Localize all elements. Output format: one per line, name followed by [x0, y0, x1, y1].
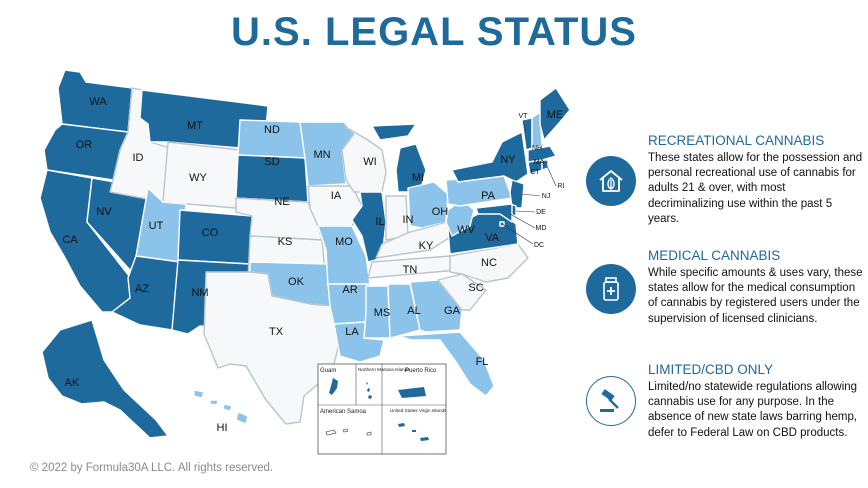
state-label-co: CO — [202, 227, 219, 239]
state-label-ok: OK — [288, 276, 305, 288]
state-label-ar: AR — [342, 284, 357, 296]
state-label-nd: ND — [264, 124, 280, 136]
state-label-vt: VT — [519, 113, 529, 120]
state-md — [475, 203, 513, 223]
state-tx — [203, 271, 341, 425]
state-me — [539, 87, 571, 141]
state-label-ca: CA — [62, 234, 78, 246]
state-label-id: ID — [133, 152, 144, 164]
puerto-rico-shape — [398, 387, 426, 398]
state-label-wa: WA — [89, 96, 107, 108]
virgin-islands-label: United States Virgin Islands — [390, 408, 447, 413]
state-label-az: AZ — [135, 283, 149, 295]
state-label-md: MD — [536, 225, 547, 232]
state-label-la: LA — [345, 326, 359, 338]
state-label-de: DE — [536, 209, 546, 216]
states-layer — [39, 69, 571, 439]
state-ak — [41, 319, 169, 439]
state-label-wy: WY — [189, 172, 207, 184]
leader-line-de — [515, 210, 536, 213]
recreational-text: These states allow for the possession an… — [648, 152, 863, 225]
state-label-hi: HI — [217, 422, 228, 434]
state-label-ct: CT — [530, 169, 540, 176]
state-ma — [527, 145, 557, 163]
state-pa — [445, 175, 513, 207]
leader-line-ri — [546, 165, 557, 187]
american-samoa-label: American Samoa — [320, 409, 367, 415]
state-label-ms: MS — [374, 307, 391, 319]
medical-heading: MEDICAL CANNABIS — [648, 248, 781, 263]
state-label-wv: WV — [457, 224, 475, 236]
page-title: U.S. LEGAL STATUS — [231, 10, 637, 54]
territories-inset: Guam Northern Mariana Islands Puerto Ric… — [317, 363, 447, 455]
state-mt — [139, 89, 269, 151]
state-label-ut: UT — [149, 220, 164, 232]
northern-mariana-shape — [366, 382, 372, 399]
state-label-fl: FL — [476, 356, 489, 368]
state-label-dc: DC — [534, 242, 544, 249]
state-label-va: VA — [485, 232, 500, 244]
state-label-nm: NM — [191, 287, 208, 299]
state-label-il: IL — [375, 216, 384, 228]
leader-line-md — [509, 213, 536, 229]
state-al — [387, 283, 421, 339]
state-hi — [193, 389, 249, 425]
state-fl — [397, 331, 495, 397]
state-label-or: OR — [76, 139, 93, 151]
state-label-sc: SC — [468, 282, 483, 294]
medicine-bottle-icon — [586, 264, 636, 314]
state-label-nc: NC — [481, 257, 497, 269]
state-label-ne: NE — [274, 196, 289, 208]
state-label-ga: GA — [444, 305, 461, 317]
state-ms — [363, 285, 391, 339]
leader-line-vt — [522, 120, 527, 133]
state-label-nv: NV — [96, 206, 112, 218]
state-label-mn: MN — [313, 149, 330, 161]
state-sc — [437, 273, 487, 311]
state-nj — [509, 179, 525, 209]
state-label-nh: NH — [532, 145, 542, 152]
state-label-in: IN — [403, 214, 414, 226]
state-label-tn: TN — [403, 264, 418, 276]
state-label-al: AL — [407, 305, 420, 317]
gavel-icon — [586, 376, 636, 426]
virgin-islands-shape — [398, 423, 429, 441]
recreational-heading: RECREATIONAL CANNABIS — [648, 133, 825, 148]
state-label-ky: KY — [419, 240, 434, 252]
state-label-ma: MA — [534, 159, 545, 166]
state-label-wi: WI — [363, 156, 376, 168]
guam-label: Guam — [320, 368, 336, 374]
limited-heading: LIMITED/CBD ONLY — [648, 362, 774, 377]
state-labels-layer: WA OR CA NV ID MT WY UT AZ CO NM ND SD NE KS OK TX MN IA MO… — [62, 96, 564, 434]
state-label-ks: KS — [278, 236, 293, 248]
state-label-ia: IA — [331, 190, 342, 202]
puerto-rico-label: Puerto Rico — [405, 368, 437, 374]
northern-mariana-label: Northern Mariana Islands — [358, 367, 410, 372]
state-label-tx: TX — [269, 326, 284, 338]
state-label-mt: MT — [187, 120, 203, 132]
state-nc — [449, 243, 529, 283]
state-label-ri: RI — [558, 183, 565, 190]
house-leaf-icon — [586, 156, 636, 206]
state-label-mi: MI — [412, 172, 424, 184]
state-il — [351, 191, 387, 263]
guam-shape — [329, 378, 338, 395]
limited-text: Limited/no statewide regulations allowin… — [648, 381, 858, 439]
leader-line-dc — [501, 223, 534, 245]
medical-text: While specific amounts & uses vary, thes… — [648, 267, 863, 325]
copyright-footer: © 2022 by Formula30A LLC. All rights res… — [30, 462, 274, 474]
state-label-me: ME — [547, 109, 564, 121]
state-label-oh: OH — [432, 206, 449, 218]
state-label-ny: NY — [500, 154, 516, 166]
state-label-sd: SD — [264, 156, 279, 168]
leader-line-nj — [521, 193, 541, 197]
state-ny — [451, 131, 529, 183]
state-label-mo: MO — [335, 236, 353, 248]
state-label-pa: PA — [481, 190, 496, 202]
state-label-ak: AK — [65, 377, 80, 389]
state-label-nj: NJ — [542, 193, 551, 200]
american-samoa-shape — [325, 428, 372, 436]
